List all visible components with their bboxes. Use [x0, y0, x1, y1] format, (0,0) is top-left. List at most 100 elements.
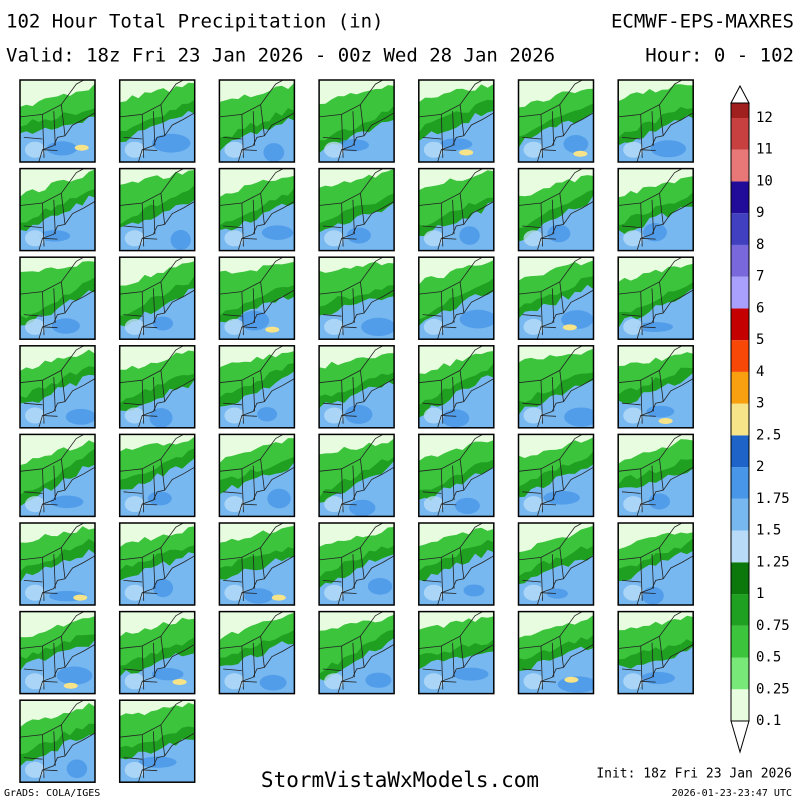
map-border [53, 111, 56, 146]
map-light-green [618, 80, 694, 102]
map-border [141, 114, 145, 158]
map-border [60, 458, 66, 491]
map-blue-patch [51, 318, 80, 334]
map-border [640, 291, 643, 336]
map-border [540, 291, 543, 336]
map-border [621, 225, 641, 228]
map-border [452, 642, 455, 678]
map-border [640, 557, 643, 601]
map-yellow-patch [73, 594, 88, 601]
map-light-patch [25, 584, 45, 601]
map-light-green [219, 523, 295, 543]
map-light-patch [523, 407, 544, 424]
map-border [160, 547, 166, 579]
map-border [53, 288, 56, 323]
member-map [618, 434, 694, 517]
valid-range: Valid: 18z Fri 23 Jan 2026 - 00z Wed 28 … [6, 45, 555, 67]
member-map [219, 257, 295, 340]
colorbar-swatch [731, 276, 749, 309]
member-map [119, 80, 195, 162]
panel-frame [19, 699, 96, 783]
panel-frame [118, 345, 196, 429]
map-border [551, 199, 555, 235]
map-border [23, 757, 43, 760]
map-light-patch [523, 584, 544, 601]
panel-frame [318, 256, 395, 340]
colorbar-label: 7 [756, 269, 764, 285]
map-blue-patch [547, 224, 571, 243]
map-border [322, 668, 342, 671]
panel-frame [19, 433, 96, 518]
map-border [38, 732, 95, 783]
map-border [38, 644, 95, 694]
map-border [23, 314, 43, 317]
colorbar-swatch [731, 562, 749, 595]
panel-frame [617, 256, 694, 340]
map-light-green [20, 523, 95, 543]
map-blue-patch [152, 316, 174, 331]
member-map [319, 434, 395, 517]
map-border [437, 378, 494, 428]
colorbar-label: 5 [756, 332, 764, 348]
colorbar-label: 9 [756, 205, 764, 221]
map-blue-patch [367, 577, 393, 595]
map-border [42, 380, 45, 424]
panel-frame [318, 79, 395, 163]
map-blue-patch [153, 578, 174, 598]
map-border [23, 137, 43, 140]
panel-frame [19, 167, 96, 252]
map-border [551, 554, 555, 589]
map-border [260, 636, 265, 668]
panel-frame [517, 433, 595, 518]
map-light-patch [523, 230, 544, 247]
colorbar-high-arrow [730, 84, 750, 104]
map-border [252, 111, 256, 146]
colorbar-swatch [731, 340, 749, 372]
map-border [153, 465, 156, 501]
map-light-patch [523, 141, 544, 158]
map-blue-patch [56, 666, 93, 685]
map-border [440, 645, 444, 690]
map-border [559, 370, 564, 402]
map-light-green [618, 168, 694, 198]
map-yellow-patch [573, 150, 588, 157]
map-border [337, 289, 395, 340]
map-border [640, 468, 643, 513]
map-border [440, 468, 444, 513]
map-light-green [20, 700, 95, 728]
map-border [640, 202, 643, 247]
map-yellow-patch [459, 149, 474, 156]
map-border [621, 402, 641, 406]
map-border [138, 201, 195, 251]
map-border [640, 645, 643, 690]
map-blue-patch [346, 227, 371, 244]
panel-frame [118, 167, 196, 252]
map-border [659, 458, 664, 491]
map-border [536, 555, 594, 605]
map-border [60, 281, 66, 314]
member-map [518, 345, 594, 428]
map-yellow-patch [63, 682, 78, 689]
map-border [337, 466, 395, 517]
map-light-green [119, 80, 195, 103]
map-green [618, 80, 694, 138]
map-light-patch [623, 141, 644, 158]
panel-frame [218, 610, 296, 695]
model-name: ECMWF-EPS-MAXRES [611, 11, 794, 33]
map-border [441, 680, 457, 683]
map-border [42, 645, 45, 690]
map-border [522, 137, 542, 140]
map-border [53, 642, 56, 678]
colorbar-label: 6 [756, 300, 764, 316]
map-border [160, 281, 166, 314]
map-light-patch [25, 761, 45, 778]
map-light-green [20, 611, 95, 638]
map-border [322, 137, 342, 140]
colorbar-swatch [731, 689, 749, 721]
map-light-patch [423, 673, 444, 690]
panel-frame [118, 433, 196, 518]
map-border [341, 291, 344, 336]
map-border [123, 491, 143, 494]
map-border [241, 114, 244, 158]
map-blue-patch [650, 140, 687, 158]
